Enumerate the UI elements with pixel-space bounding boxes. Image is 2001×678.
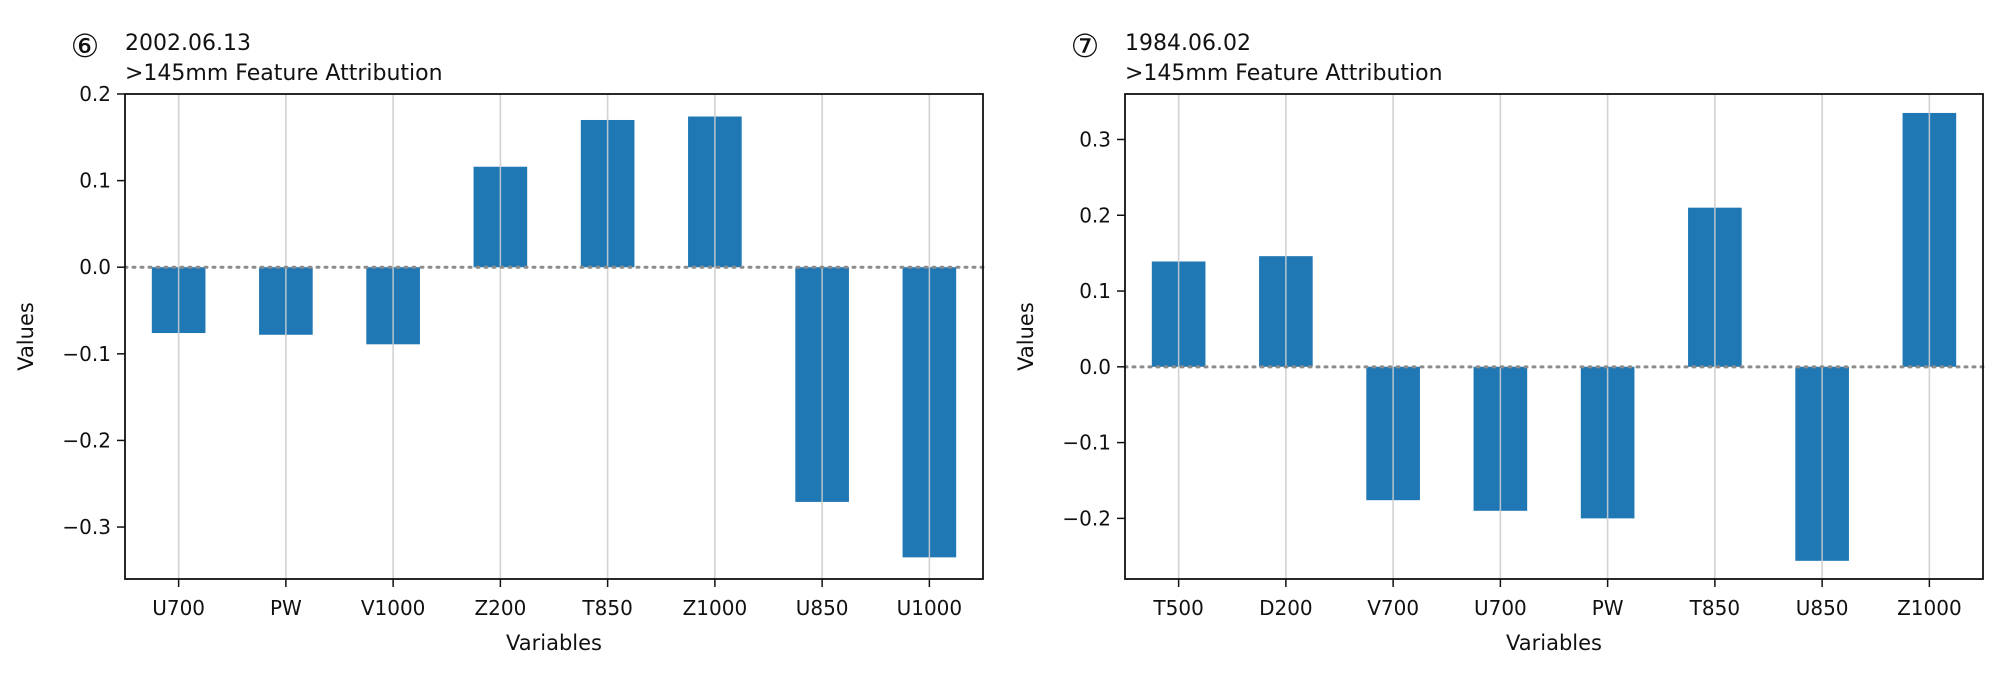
y-tick-label: 0.0 xyxy=(1079,355,1111,379)
y-tick-label: 0.2 xyxy=(79,82,111,106)
x-tick-label: V700 xyxy=(1367,596,1419,620)
x-tick-label: D200 xyxy=(1259,596,1313,620)
panel-badge: ⑦ xyxy=(1071,27,1100,65)
chart-date: 2002.06.13 xyxy=(125,31,251,56)
x-tick-label: Z200 xyxy=(474,596,526,620)
y-axis-label: Values xyxy=(14,302,38,371)
y-axis-label: Values xyxy=(1014,302,1038,371)
x-tick-label: Z1000 xyxy=(1897,596,1962,620)
x-tick-label: V1000 xyxy=(361,596,426,620)
y-tick-label: −0.2 xyxy=(62,428,111,452)
y-tick-label: 0.0 xyxy=(79,255,111,279)
y-tick-label: 0.1 xyxy=(1079,279,1111,303)
y-tick-label: 0.1 xyxy=(79,169,111,193)
y-tick-label: 0.2 xyxy=(1079,203,1111,227)
y-tick-label: −0.1 xyxy=(1062,431,1111,455)
chart-date: 1984.06.02 xyxy=(1125,31,1251,56)
y-tick-label: −0.2 xyxy=(1062,506,1111,530)
x-tick-label: PW xyxy=(1592,596,1624,620)
chart-title: >145mm Feature Attribution xyxy=(125,61,443,86)
chart-panel-1: 0.2 0.1 0.0 −0.1 −0.2 −0.3 U700 PW V1000 Z200 T850… xyxy=(14,27,985,655)
plot-frame xyxy=(1124,93,1984,580)
x-tick-label: U850 xyxy=(1796,596,1849,620)
x-axis-label: Variables xyxy=(1506,631,1602,655)
x-tick-label: PW xyxy=(270,596,302,620)
x-axis-label: Variables xyxy=(506,631,602,655)
x-tick-label: U700 xyxy=(1474,596,1527,620)
x-tick-label: T500 xyxy=(1152,596,1203,620)
x-tick-label: U850 xyxy=(796,596,849,620)
x-tick-label: Z1000 xyxy=(683,596,748,620)
chart-panel-2: 0.3 0.2 0.1 0.0 −0.1 −0.2 T500 D200 V700 U700 PW T8… xyxy=(1014,27,1985,655)
chart-title: >145mm Feature Attribution xyxy=(1125,61,1443,86)
x-tick-label: U1000 xyxy=(897,596,963,620)
x-tick-label: U700 xyxy=(152,596,205,620)
y-tick-label: 0.3 xyxy=(1079,127,1111,151)
x-tick-label: T850 xyxy=(581,596,632,620)
x-tick-label: T850 xyxy=(1689,596,1740,620)
y-tick-label: −0.1 xyxy=(62,342,111,366)
y-tick-label: −0.3 xyxy=(62,515,111,539)
plot-frame xyxy=(124,93,984,580)
panel-badge: ⑥ xyxy=(71,27,100,65)
